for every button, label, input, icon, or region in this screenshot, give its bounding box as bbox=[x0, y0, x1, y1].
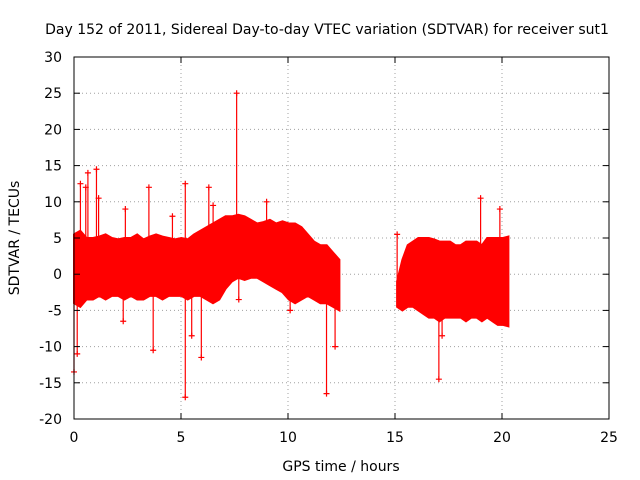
y-tick-label: 20 bbox=[44, 122, 62, 138]
data-point-marker bbox=[394, 231, 401, 238]
data-layer bbox=[71, 90, 510, 401]
data-point-marker bbox=[145, 184, 152, 191]
x-axis-label: GPS time / hours bbox=[282, 459, 399, 475]
y-tick-label: -5 bbox=[48, 303, 62, 319]
y-tick-label: -20 bbox=[39, 412, 62, 428]
data-point-marker bbox=[169, 213, 176, 220]
data-point-marker bbox=[182, 180, 189, 187]
data-point-marker bbox=[235, 296, 242, 303]
data-point-marker bbox=[95, 195, 102, 202]
data-band bbox=[73, 213, 341, 313]
y-tick-label: -10 bbox=[39, 340, 62, 356]
y-tick-label: 30 bbox=[44, 50, 62, 66]
x-tick-label: 5 bbox=[177, 430, 186, 446]
data-point-marker bbox=[188, 332, 195, 339]
data-point-marker bbox=[323, 390, 330, 397]
data-point-marker bbox=[210, 202, 217, 209]
data-point-marker bbox=[198, 354, 205, 361]
data-point-marker bbox=[120, 318, 127, 325]
axis-ticks bbox=[73, 56, 610, 420]
data-point-marker bbox=[205, 184, 212, 191]
data-point-marker bbox=[439, 332, 446, 339]
y-axis-label: SDTVAR / TECUs bbox=[7, 181, 23, 296]
data-point-marker bbox=[182, 394, 189, 401]
y-tick-label: 5 bbox=[53, 231, 62, 247]
data-point-marker bbox=[122, 206, 129, 213]
data-band bbox=[396, 235, 510, 328]
x-tick-label: 25 bbox=[600, 430, 618, 446]
x-tick-label: 10 bbox=[279, 430, 297, 446]
data-point-marker bbox=[233, 90, 240, 97]
x-tick-label: 0 bbox=[70, 430, 79, 446]
y-tick-label: -15 bbox=[39, 376, 62, 392]
data-point-marker bbox=[435, 376, 442, 383]
data-point-marker bbox=[74, 350, 81, 357]
x-tick-labels: 0 5 10 15 20 25 bbox=[70, 430, 618, 446]
data-point-marker bbox=[496, 206, 503, 213]
data-point-marker bbox=[332, 343, 339, 350]
y-tick-label: 0 bbox=[53, 267, 62, 283]
y-tick-label: 25 bbox=[44, 86, 62, 102]
x-tick-label: 15 bbox=[386, 430, 404, 446]
y-tick-labels: -20 -15 -10 -5 0 5 10 15 20 25 30 bbox=[39, 50, 62, 428]
x-tick-label: 20 bbox=[493, 430, 511, 446]
data-point-marker bbox=[263, 198, 270, 205]
chart-title: Day 152 of 2011, Sidereal Day-to-day VTE… bbox=[45, 22, 609, 38]
y-tick-label: 10 bbox=[44, 195, 62, 211]
data-point-marker bbox=[93, 166, 100, 173]
data-point-marker bbox=[150, 347, 157, 354]
data-point-marker bbox=[84, 169, 91, 176]
data-point-marker bbox=[477, 195, 484, 202]
data-point-marker bbox=[77, 180, 84, 187]
y-tick-label: 15 bbox=[44, 159, 62, 175]
data-point-marker bbox=[287, 307, 294, 314]
